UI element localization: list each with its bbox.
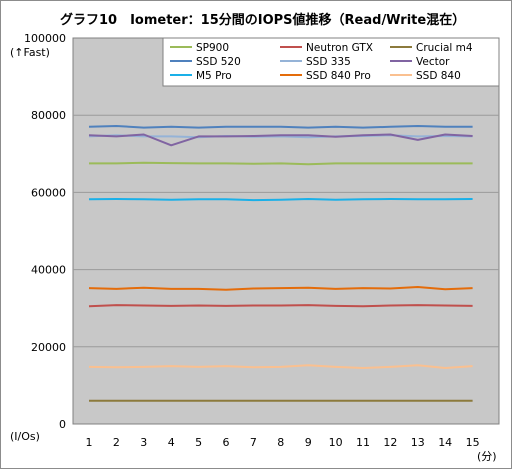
x-axis-unit-label: (分) — [477, 450, 497, 463]
legend-label: SSD 840 — [416, 70, 461, 82]
y-axis-unit-label: (I/Os) — [10, 430, 40, 443]
x-tick-label: 5 — [195, 436, 202, 449]
x-tick-label: 6 — [223, 436, 230, 449]
y-axis-top-label: (↑Fast) — [10, 46, 50, 59]
x-tick-label: 13 — [411, 436, 425, 449]
series-layer — [88, 125, 473, 402]
legend-label: SP900 — [196, 42, 229, 54]
y-tick-label: 100000 — [24, 32, 66, 45]
x-tick-label: 10 — [329, 436, 343, 449]
y-tick-label: 60000 — [31, 186, 66, 199]
series-line — [88, 364, 473, 369]
grid-lines — [73, 114, 499, 348]
y-tick-label: 20000 — [31, 341, 66, 354]
legend-label: Vector — [416, 56, 450, 68]
x-tick-label: 14 — [438, 436, 452, 449]
y-tick-label: 80000 — [31, 109, 66, 122]
chart-title: グラフ10 Iometer：15分間のIOPS値推移（Read/Write混在） — [60, 12, 465, 28]
legend — [162, 37, 500, 87]
legend-label: M5 Pro — [196, 70, 232, 82]
y-tick-label: 0 — [59, 418, 66, 431]
x-axis-ticks: 1 2 3 4 5 6 7 8 9 10 11 12 13 14 15 — [86, 436, 480, 449]
series-line — [88, 134, 473, 139]
y-axis-ticks: 0 20000 40000 60000 80000 100000 — [24, 32, 66, 431]
plot-area — [72, 37, 500, 425]
series-line — [89, 161, 473, 166]
x-tick-label: 2 — [113, 436, 120, 449]
legend-items: SP900 Neutron GTX Crucial m4 SSD 520 SSD 335… — [170, 42, 473, 82]
series-line — [88, 198, 473, 202]
series-line — [88, 286, 473, 291]
x-tick-label: 8 — [277, 436, 284, 449]
legend-label: SSD 335 — [306, 56, 351, 68]
x-tick-label: 7 — [250, 436, 257, 449]
series-line — [88, 133, 473, 147]
legend-label: SSD 520 — [196, 56, 241, 68]
x-tick-label: 4 — [168, 436, 175, 449]
legend-label: Neutron GTX — [306, 42, 373, 54]
x-tick-label: 9 — [305, 436, 312, 449]
legend-label: Crucial m4 — [416, 42, 473, 54]
x-tick-label: 12 — [383, 436, 397, 449]
series-line — [88, 125, 473, 129]
x-tick-label: 11 — [356, 436, 370, 449]
x-tick-label: 3 — [140, 436, 147, 449]
x-tick-label: 1 — [86, 436, 93, 449]
y-tick-label: 40000 — [31, 264, 66, 277]
series-line — [88, 304, 473, 308]
x-tick-label: 15 — [466, 436, 480, 449]
legend-label: SSD 840 Pro — [306, 70, 371, 82]
